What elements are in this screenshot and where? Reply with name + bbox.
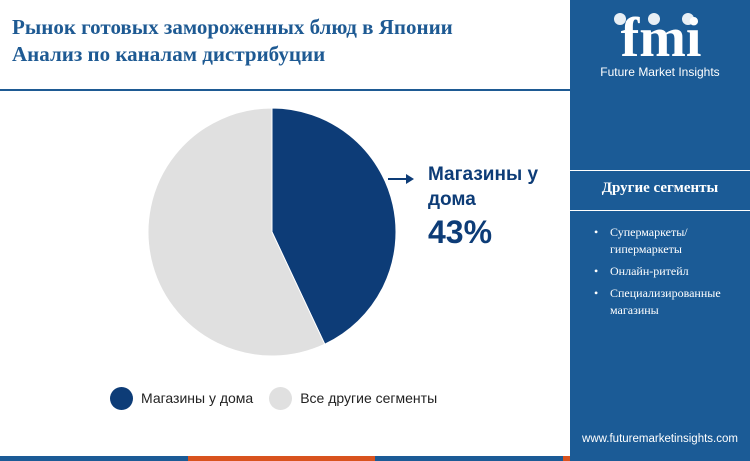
pie-chart — [147, 107, 414, 357]
list-item-label: Онлайн-ритейл — [610, 264, 689, 278]
logo-globe-icon — [614, 13, 626, 25]
list-item: • Специализированные магазины — [592, 285, 744, 319]
legend-item-convenience-stores: Магазины у дома — [110, 386, 254, 410]
logo-globe-icon — [682, 13, 694, 25]
bottom-bar-segment — [187, 456, 375, 461]
sidebar-heading: Другие сегменты — [601, 180, 719, 196]
pie-callout: Магазины у дома 43% — [428, 162, 568, 250]
sidebar-panel: fmi Future Market Insights Другие сегмен… — [570, 0, 750, 461]
legend-label-other-segments: Все другие сегменты — [300, 390, 438, 406]
sidebar-divider-top — [570, 170, 750, 171]
legend-label-convenience-stores: Магазины у дома — [141, 390, 254, 406]
chart-title-line-1: Рынок готовых замороженных блюд в Японии — [12, 15, 453, 39]
other-segments-list: • Супермаркеты/ гипермаркеты • Онлайн-рите… — [592, 224, 744, 324]
list-item-label: Специализированные магазины — [610, 286, 721, 317]
logo-globe-icon — [648, 13, 660, 25]
legend-item-other-segments: Все другие сегменты — [269, 386, 438, 410]
chart-title-line-2: Анализ по каналам дистрибуции — [12, 42, 326, 66]
callout-arrow-icon — [406, 174, 414, 184]
bullet-icon: • — [594, 225, 599, 239]
pie-slice-convenience-stores — [271, 107, 397, 345]
title-divider — [0, 89, 570, 91]
callout-value: 43% — [428, 214, 493, 250]
list-item-label: Супермаркеты/ гипермаркеты — [610, 225, 688, 256]
fmi-logo: fmi — [614, 10, 701, 64]
legend-swatch-convenience-stores — [110, 386, 133, 410]
website-link[interactable]: www.futuremarketinsights.com — [582, 433, 738, 445]
chart-title: Рынок готовых замороженных блюд в Японии… — [12, 14, 552, 68]
bottom-bar-segment — [375, 456, 563, 461]
list-item: • Онлайн-ритейл — [592, 263, 744, 280]
bottom-bar-segment — [0, 456, 188, 461]
callout-label: Магазины у дома — [428, 164, 539, 210]
chart-legend: Магазины у дома Все другие сегменты — [110, 386, 453, 410]
pie-slice-other-segments — [147, 107, 326, 357]
sidebar-divider-bottom — [570, 210, 750, 211]
logo-caption: Future Market Insights — [600, 65, 720, 79]
legend-swatch-other-segments — [269, 386, 293, 410]
list-item: • Супермаркеты/ гипермаркеты — [592, 224, 744, 258]
bullet-icon: • — [594, 264, 599, 278]
bullet-icon: • — [594, 286, 599, 300]
